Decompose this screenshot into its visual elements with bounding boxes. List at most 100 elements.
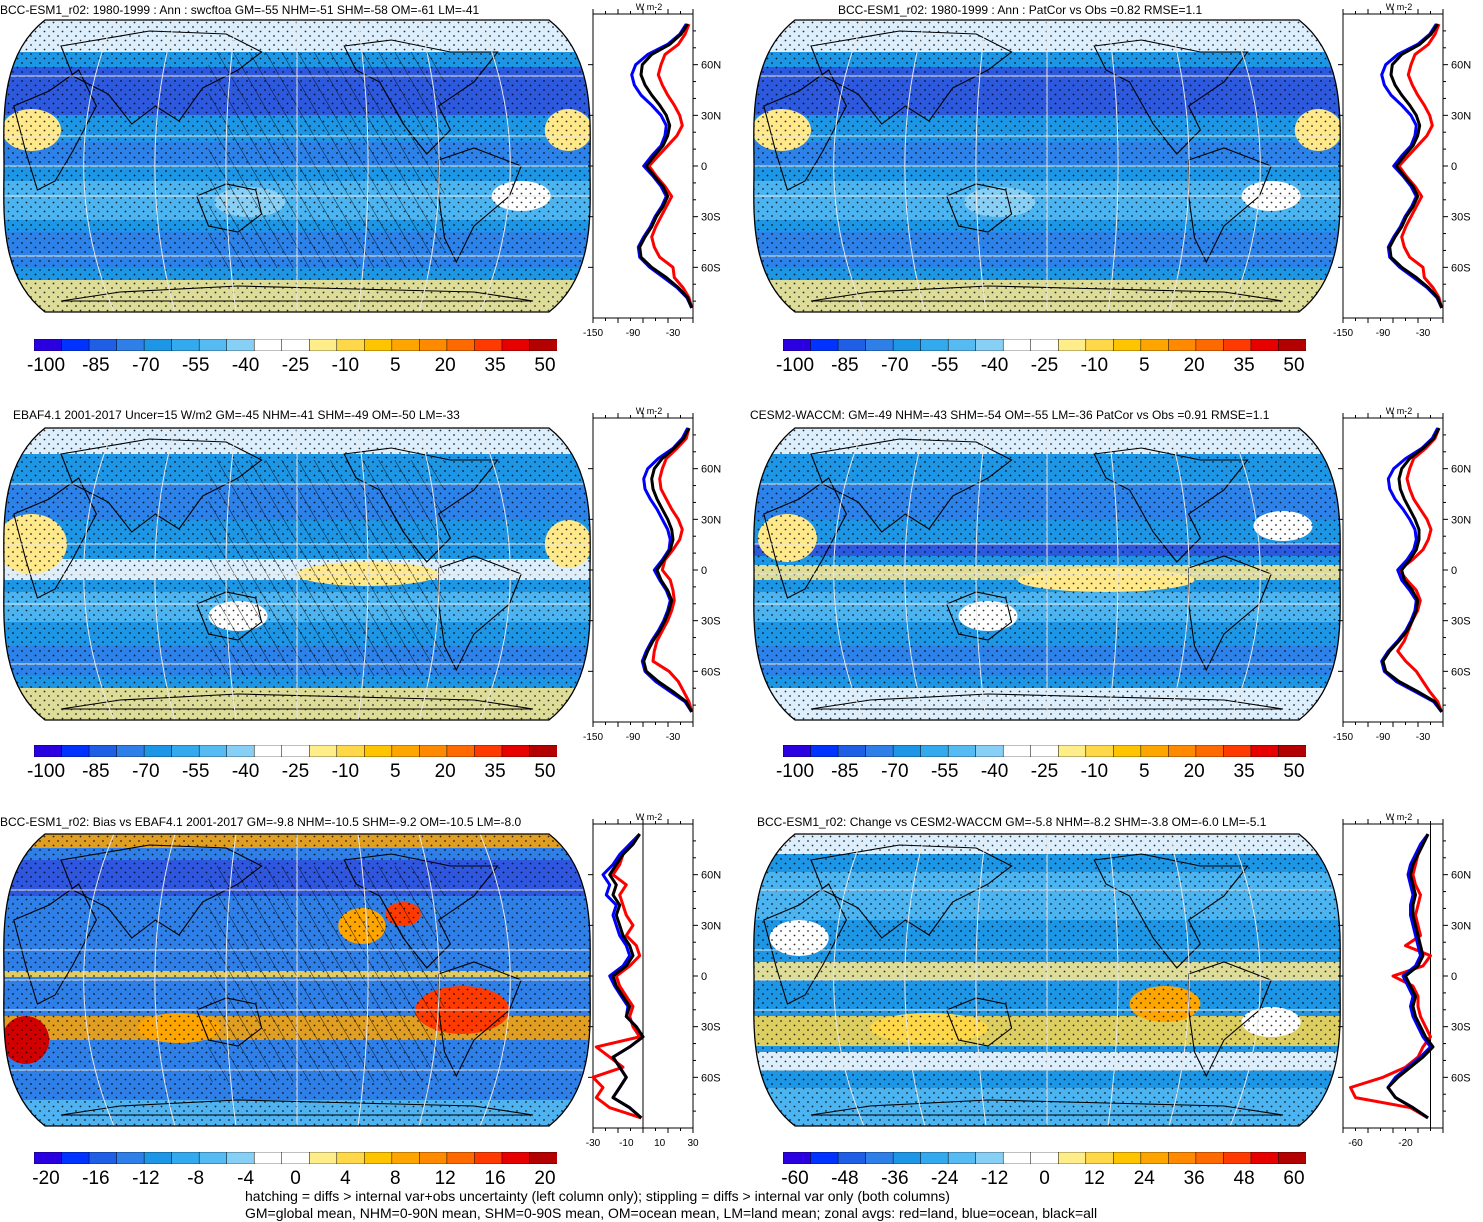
longitude-line bbox=[417, 834, 440, 1126]
colorbar-swatch bbox=[1250, 745, 1280, 757]
hatching bbox=[208, 866, 445, 1082]
longitude-line bbox=[1227, 428, 1261, 720]
zonal-profile-6: -60 -20 W m-2 60N 30N 0 30S 60S bbox=[1325, 810, 1483, 1165]
colorbar-swatch bbox=[253, 1152, 283, 1164]
coastline bbox=[60, 438, 263, 533]
colorbar-swatch bbox=[253, 339, 283, 351]
ocean-zonal-line bbox=[1386, 833, 1432, 1120]
colorbar-swatch bbox=[1195, 1152, 1225, 1164]
x-tick-label: -30 bbox=[666, 328, 681, 339]
x-tick-label: -30 bbox=[1416, 732, 1431, 743]
map-border bbox=[3, 19, 591, 313]
colorbar-swatch bbox=[116, 339, 145, 351]
y-tick-label: 0 bbox=[701, 971, 707, 983]
longitude-line bbox=[975, 428, 988, 720]
hatching bbox=[208, 52, 445, 268]
colorbar-swatch bbox=[143, 339, 173, 351]
colorbar-swatch bbox=[920, 1152, 949, 1164]
robinson-map-1 bbox=[3, 19, 591, 313]
y-tick-label: 60S bbox=[1451, 262, 1471, 274]
colorbar-tick-label: -24 bbox=[930, 1168, 959, 1189]
colorbar-swatch bbox=[1113, 1152, 1142, 1164]
colorbar-swatch bbox=[1223, 745, 1252, 757]
colorbar-tick-label: -40 bbox=[231, 761, 260, 782]
robinson-map-4 bbox=[753, 427, 1341, 721]
y-tick-label: 60N bbox=[701, 870, 721, 882]
colorbar-tick-label: -25 bbox=[281, 761, 310, 782]
y-tick-label: 60S bbox=[701, 1072, 721, 1084]
colorbar-tick-label: -25 bbox=[281, 355, 310, 376]
colorbar-swatch bbox=[1250, 1152, 1280, 1164]
y-tick-label: 30S bbox=[701, 1022, 721, 1034]
robinson-map-5 bbox=[3, 833, 591, 1127]
longitude-line bbox=[975, 834, 988, 1126]
coastline bbox=[343, 853, 499, 969]
colorbar-swatch bbox=[446, 339, 476, 351]
colorbar-swatch bbox=[947, 745, 977, 757]
longitude-line bbox=[833, 834, 867, 1126]
colorbar-tick-label: 5 bbox=[390, 355, 401, 376]
coastline bbox=[60, 285, 534, 302]
colorbar-swatch bbox=[1168, 339, 1197, 351]
colorbar-3: -100 -85 -70 -55 -40 -25 -10 5 20 35 50 bbox=[27, 745, 557, 782]
colorbar-tick-label: 50 bbox=[534, 355, 556, 376]
colorbar-swatch bbox=[88, 1152, 118, 1164]
longitude-line bbox=[833, 20, 867, 312]
coastline bbox=[60, 30, 263, 125]
robinson-map-6 bbox=[753, 833, 1341, 1127]
colorbar-swatch bbox=[501, 1152, 531, 1164]
longitude-line bbox=[477, 834, 511, 1126]
y-tick-label: 30S bbox=[701, 616, 721, 628]
ocean-zonal-line bbox=[601, 833, 645, 1120]
map-panel-2 bbox=[752, 16, 1342, 316]
land-zonal-line bbox=[1396, 427, 1444, 713]
colorbar-tick-label: -55 bbox=[181, 761, 210, 782]
colorbar-swatch bbox=[61, 745, 90, 757]
colorbar-swatch bbox=[253, 745, 283, 757]
y-tick-label: 60S bbox=[701, 666, 721, 678]
y-tick-label: 0 bbox=[701, 565, 707, 577]
colorbar-swatch bbox=[1002, 339, 1032, 351]
all-zonal-line bbox=[1386, 833, 1435, 1120]
x-tick-label: -90 bbox=[626, 732, 641, 743]
colorbar-swatch bbox=[975, 1152, 1004, 1164]
colorbar-swatch bbox=[446, 745, 476, 757]
colorbar-swatch bbox=[783, 1152, 812, 1164]
colorbar-swatch bbox=[1223, 1152, 1252, 1164]
coastline bbox=[810, 285, 1284, 302]
colorbar-tick-label: 8 bbox=[390, 1168, 401, 1189]
colorbar-swatch bbox=[837, 1152, 867, 1164]
longitude-line bbox=[904, 428, 927, 720]
colorbar-swatch bbox=[1113, 745, 1142, 757]
colorbar-swatch bbox=[783, 745, 812, 757]
colorbar-tick-label: -60 bbox=[781, 1168, 809, 1189]
colorbar-tick-label: -85 bbox=[82, 355, 110, 376]
colorbar-swatch bbox=[198, 745, 228, 757]
y-tick-label: 60N bbox=[1451, 60, 1471, 72]
coastline bbox=[1188, 147, 1272, 264]
colorbar-tick-label: 36 bbox=[1183, 1168, 1205, 1189]
longitude-line bbox=[225, 834, 238, 1126]
longitude-line bbox=[83, 20, 117, 312]
colorbar-tick-label: -10 bbox=[1080, 355, 1109, 376]
y-tick-label: 60N bbox=[701, 60, 721, 72]
colorbar-swatch bbox=[61, 339, 90, 351]
y-tick-label: 60S bbox=[1451, 666, 1471, 678]
coastline bbox=[438, 147, 522, 264]
colorbar-swatch bbox=[892, 339, 922, 351]
longitude-line bbox=[1106, 428, 1119, 720]
y-tick-label: 30N bbox=[701, 514, 721, 526]
colorbar-swatch bbox=[474, 1152, 503, 1164]
colorbar-swatch bbox=[865, 339, 894, 351]
colorbar-swatch bbox=[61, 1152, 90, 1164]
coastline bbox=[438, 961, 522, 1078]
colorbar-1: -100 -85 -70 -55 -40 -25 -10 5 20 35 50 bbox=[27, 339, 557, 376]
map-border bbox=[3, 833, 591, 1127]
colorbar-tick-label: 50 bbox=[534, 761, 556, 782]
colorbar-swatch bbox=[446, 1152, 476, 1164]
longitude-line bbox=[417, 20, 440, 312]
panel-title: BCC-ESM1_r02: Change vs CESM2-WACCM GM=-… bbox=[757, 815, 1267, 829]
colorbar-swatch bbox=[920, 339, 949, 351]
x-tick-label: 10 bbox=[654, 1138, 666, 1149]
panel-title: CESM2-WACCM: GM=-49 NHM=-43 SHM=-54 OM=-… bbox=[750, 408, 1270, 422]
